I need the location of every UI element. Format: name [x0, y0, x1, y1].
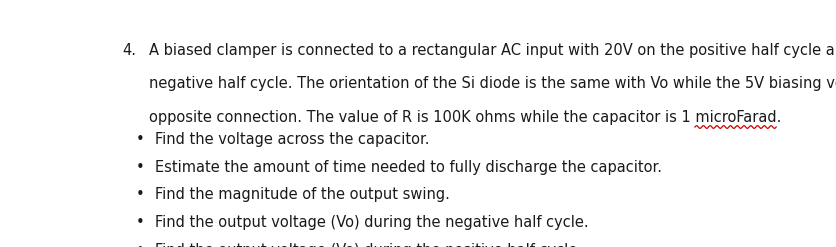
Text: 4.: 4. [123, 43, 136, 58]
Text: Find the voltage across the capacitor.: Find the voltage across the capacitor. [155, 132, 430, 147]
Text: •: • [135, 243, 145, 247]
Text: •: • [135, 160, 145, 175]
Text: Find the output voltage (Vo) during the negative half cycle.: Find the output voltage (Vo) during the … [155, 215, 589, 230]
Text: A biased clamper is connected to a rectangular AC input with 20V on the positive: A biased clamper is connected to a recta… [149, 43, 836, 58]
Text: •: • [135, 215, 145, 230]
Text: •: • [135, 187, 145, 203]
Text: opposite connection. The value of R is 100K ohms while the capacitor is 1 microF: opposite connection. The value of R is 1… [149, 109, 781, 124]
Text: opposite connection. The value of R is 100K ohms while the capacitor is 1: opposite connection. The value of R is 1… [149, 109, 695, 124]
Text: Find the output voltage (Vo) during the positive half cycle.: Find the output voltage (Vo) during the … [155, 243, 582, 247]
Text: microFarad: microFarad [149, 109, 230, 124]
Text: •: • [135, 132, 145, 147]
Text: Estimate the amount of time needed to fully discharge the capacitor.: Estimate the amount of time needed to fu… [155, 160, 662, 175]
Text: Find the magnitude of the output swing.: Find the magnitude of the output swing. [155, 187, 450, 203]
Text: negative half cycle. The orientation of the Si diode is the same with Vo while t: negative half cycle. The orientation of … [149, 76, 836, 91]
